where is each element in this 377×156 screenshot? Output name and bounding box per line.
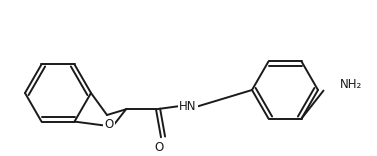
Text: O: O <box>104 119 113 132</box>
Text: NH₂: NH₂ <box>340 78 362 91</box>
Text: HN: HN <box>179 100 197 113</box>
Text: O: O <box>154 141 164 154</box>
